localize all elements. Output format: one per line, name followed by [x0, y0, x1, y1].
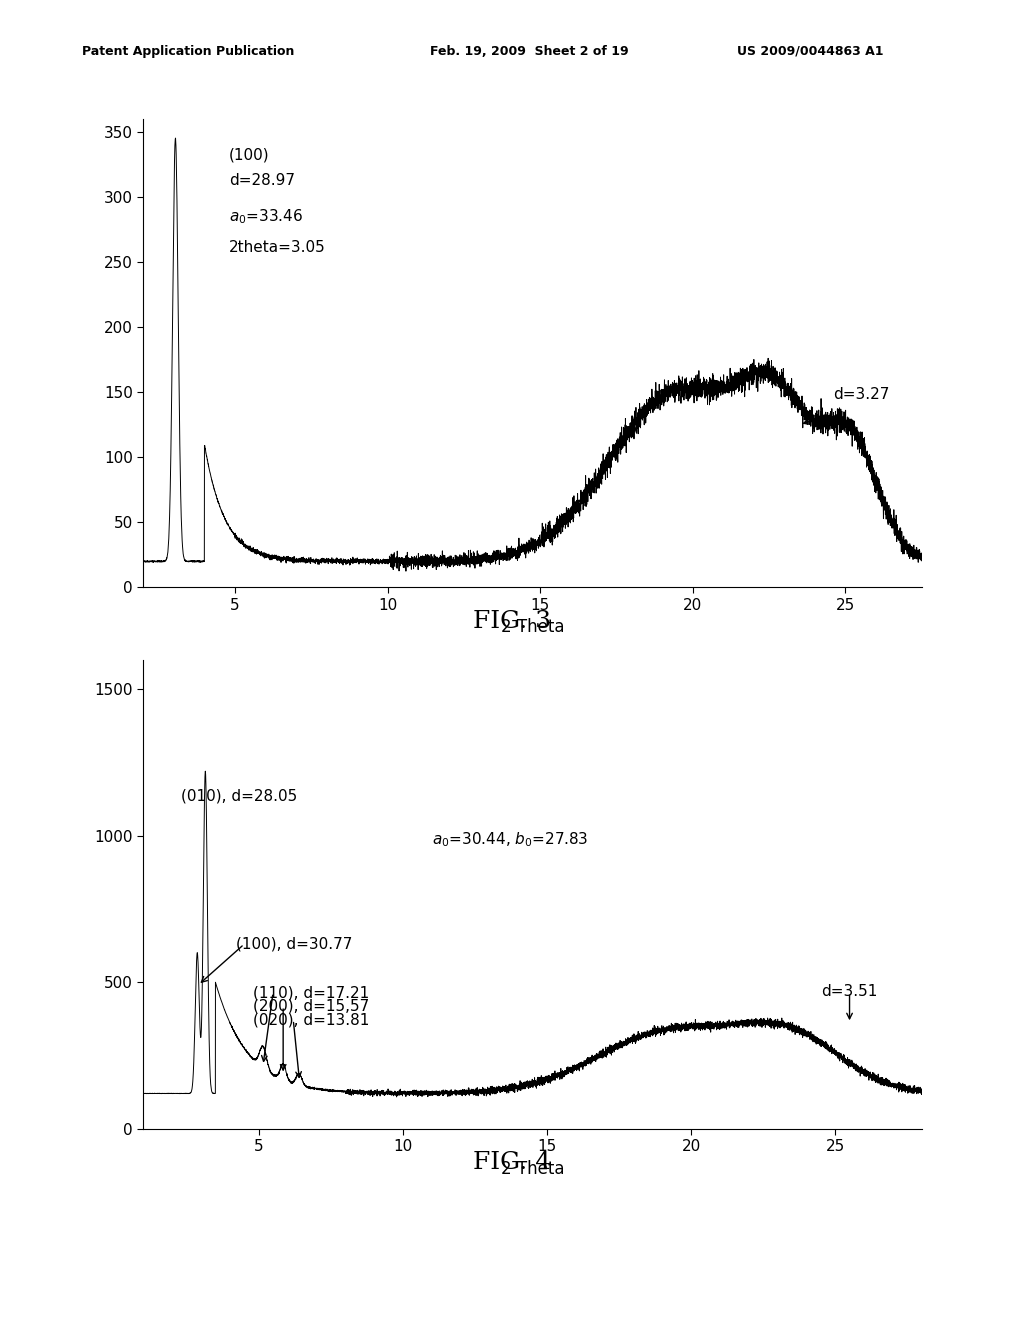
- Text: (110), d=17.21: (110), d=17.21: [253, 985, 369, 1001]
- Text: FIG. 3: FIG. 3: [473, 610, 551, 632]
- Text: (020), d=13.81: (020), d=13.81: [253, 1012, 370, 1027]
- Text: d=3.51: d=3.51: [820, 983, 878, 999]
- Text: (200), d=15,57: (200), d=15,57: [253, 998, 369, 1014]
- Text: Patent Application Publication: Patent Application Publication: [82, 45, 294, 58]
- Text: (010), d=28.05: (010), d=28.05: [181, 789, 297, 804]
- Text: $a_0$=33.46: $a_0$=33.46: [228, 207, 303, 226]
- X-axis label: 2 Theta: 2 Theta: [501, 1159, 564, 1177]
- Text: d=3.27: d=3.27: [834, 387, 890, 403]
- Text: 2theta=3.05: 2theta=3.05: [228, 240, 326, 255]
- Text: (100), d=30.77: (100), d=30.77: [236, 937, 352, 952]
- X-axis label: 2 Theta: 2 Theta: [501, 618, 564, 636]
- Text: Feb. 19, 2009  Sheet 2 of 19: Feb. 19, 2009 Sheet 2 of 19: [430, 45, 629, 58]
- Text: FIG. 4: FIG. 4: [473, 1151, 551, 1173]
- Text: US 2009/0044863 A1: US 2009/0044863 A1: [737, 45, 884, 58]
- Text: (100): (100): [228, 148, 269, 162]
- Text: $a_0$=30.44, $b_0$=27.83: $a_0$=30.44, $b_0$=27.83: [431, 830, 588, 849]
- Text: d=28.97: d=28.97: [228, 173, 295, 189]
